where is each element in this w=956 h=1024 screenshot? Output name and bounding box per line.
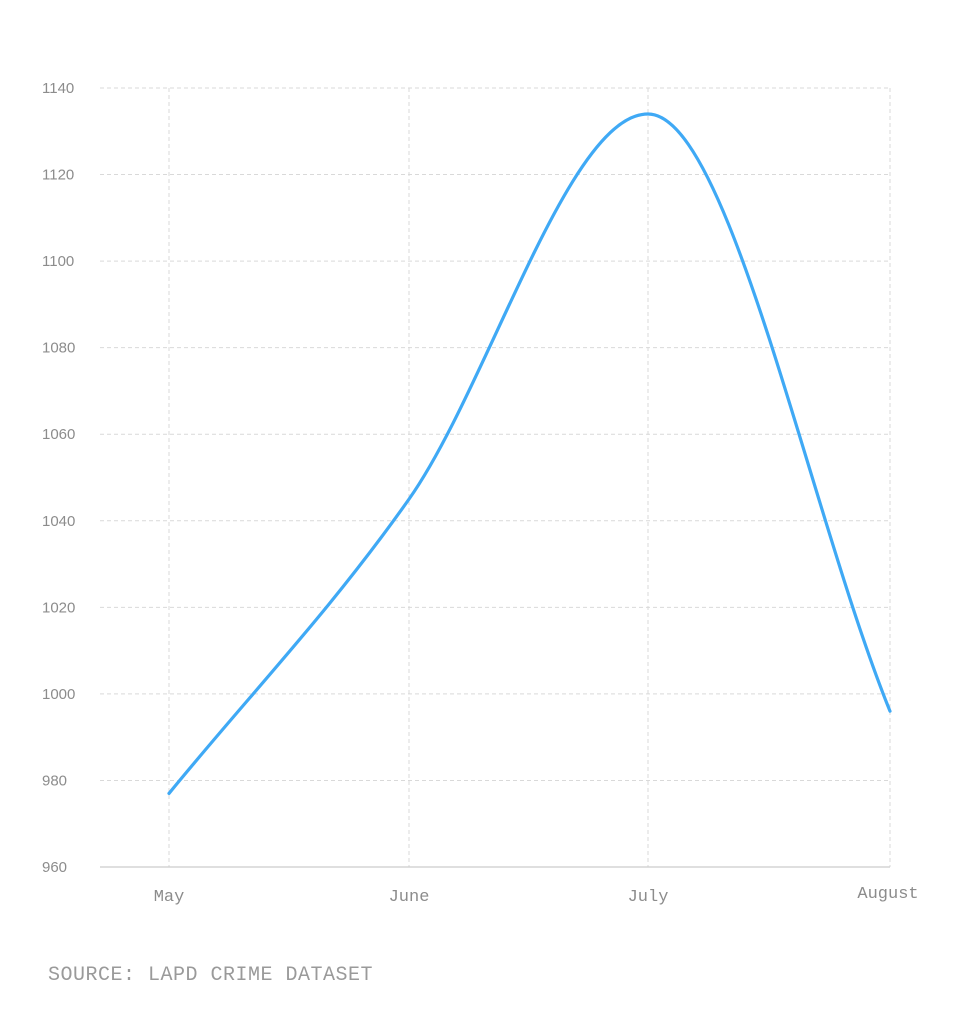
series-group (167, 112, 892, 796)
y-tick-label: 1020 (42, 599, 75, 616)
y-tick-label: 980 (42, 772, 67, 789)
x-axis-tick-labels: May June July August (154, 885, 919, 907)
x-tick-label: July (628, 888, 669, 907)
source-note: SOURCE: LAPD CRIME DATASET (48, 964, 374, 987)
x-tick-label: June (389, 888, 430, 907)
y-axis-tick-labels: 960 980 1000 1020 1040 1060 1080 1100 1120 1140 (42, 80, 75, 876)
y-tick-label: 1080 (42, 340, 75, 357)
x-tick-label: August (857, 885, 918, 904)
y-tick-label: 1060 (42, 426, 75, 443)
y-tick-label: 1140 (42, 80, 74, 97)
series-line (167, 112, 892, 796)
grid-lines (100, 87, 891, 867)
y-tick-label: 960 (42, 859, 67, 876)
x-tick-label: May (154, 888, 185, 907)
y-tick-label: 1040 (42, 513, 75, 530)
y-tick-label: 1100 (42, 253, 74, 270)
y-tick-label: 1120 (42, 167, 74, 184)
y-tick-label: 1000 (42, 686, 75, 703)
